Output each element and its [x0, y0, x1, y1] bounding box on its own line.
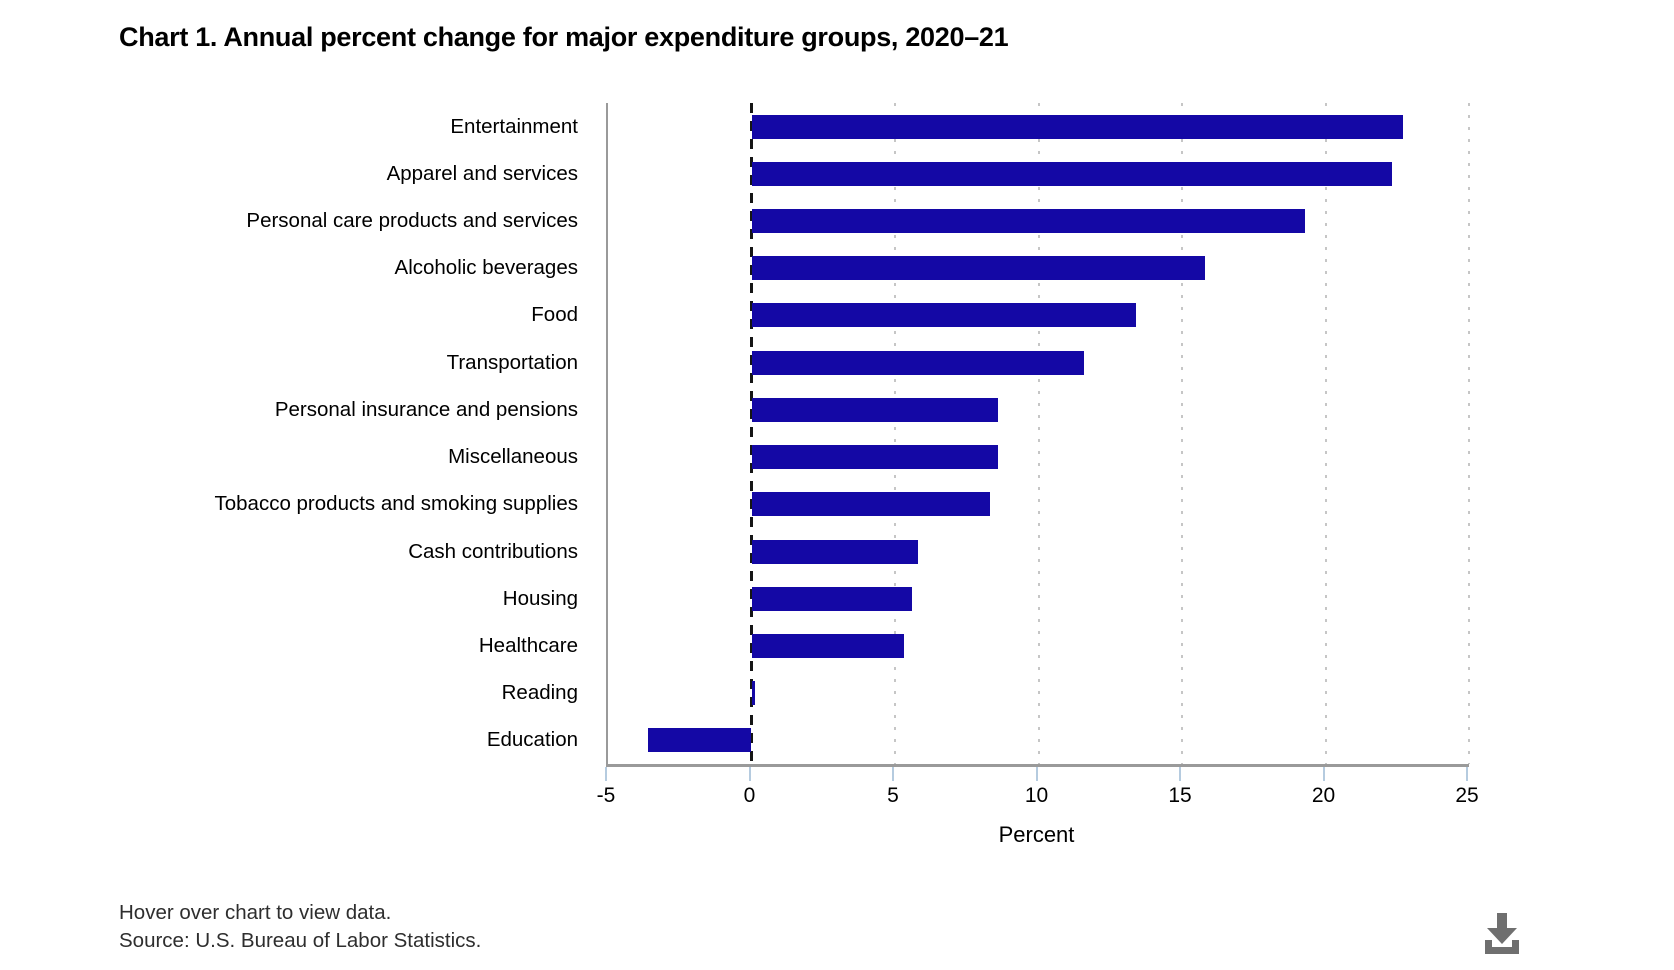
- bar[interactable]: [751, 114, 1403, 139]
- plot-area: [606, 103, 1470, 767]
- gridline: [1181, 103, 1183, 764]
- bar[interactable]: [751, 681, 755, 706]
- category-axis: Entertainment Apparel and services Persona…: [60, 103, 578, 764]
- category-label: Personal insurance and pensions: [274, 397, 578, 421]
- x-tick-label: 15: [1168, 784, 1192, 807]
- category-label: Alcoholic beverages: [394, 256, 578, 280]
- bar[interactable]: [751, 539, 918, 564]
- x-tick-label: 5: [887, 784, 899, 807]
- x-tick: [892, 767, 894, 781]
- bar[interactable]: [751, 209, 1306, 234]
- category-label: Education: [486, 728, 578, 752]
- gridline: [1037, 103, 1040, 764]
- bar[interactable]: [648, 728, 752, 753]
- chart-title: Chart 1. Annual percent change for major…: [119, 22, 1009, 52]
- x-tick-label: -5: [596, 784, 616, 807]
- bar[interactable]: [751, 161, 1392, 186]
- bar[interactable]: [751, 303, 1137, 328]
- x-tick: [1179, 767, 1181, 781]
- gridline: [1324, 103, 1327, 764]
- bar[interactable]: [751, 445, 999, 470]
- x-tick: [1035, 767, 1038, 781]
- chart-footer: Hover over chart to view data. Source: U…: [119, 899, 481, 955]
- bar[interactable]: [751, 256, 1205, 281]
- category-label: Cash contributions: [408, 539, 578, 563]
- bar[interactable]: [751, 397, 999, 422]
- category-label: Personal care products and services: [246, 209, 578, 233]
- x-tick: [1322, 767, 1325, 781]
- category-label: Healthcare: [478, 633, 578, 657]
- download-icon: [1485, 912, 1519, 954]
- category-label: Housing: [502, 586, 578, 610]
- x-axis-title: Percent: [998, 822, 1075, 847]
- x-tick: [1466, 767, 1468, 781]
- category-label: Transportation: [446, 350, 578, 374]
- zero-line: [750, 103, 753, 764]
- x-tick-label: 25: [1455, 784, 1479, 807]
- x-tick-label: 20: [1311, 784, 1336, 807]
- category-label: Entertainment: [450, 114, 578, 138]
- category-label: Tobacco products and smoking supplies: [214, 492, 578, 516]
- x-tick: [605, 767, 607, 781]
- x-tick-label: 0: [743, 784, 756, 807]
- x-tick: [748, 767, 751, 781]
- download-button[interactable]: [1474, 904, 1530, 964]
- hover-note: Hover over chart to view data.: [119, 901, 392, 924]
- bar[interactable]: [751, 350, 1085, 375]
- bar[interactable]: [751, 492, 990, 517]
- gridline: [1468, 103, 1470, 764]
- category-label: Reading: [501, 681, 578, 705]
- x-tick-label: 10: [1024, 784, 1049, 807]
- category-label: Apparel and services: [386, 161, 578, 185]
- gridline: [894, 103, 896, 764]
- bar[interactable]: [751, 586, 913, 611]
- category-label: Food: [531, 303, 578, 327]
- category-label: Miscellaneous: [448, 445, 578, 469]
- source-note: Source: U.S. Bureau of Labor Statistics.: [119, 929, 482, 952]
- bar[interactable]: [751, 633, 904, 658]
